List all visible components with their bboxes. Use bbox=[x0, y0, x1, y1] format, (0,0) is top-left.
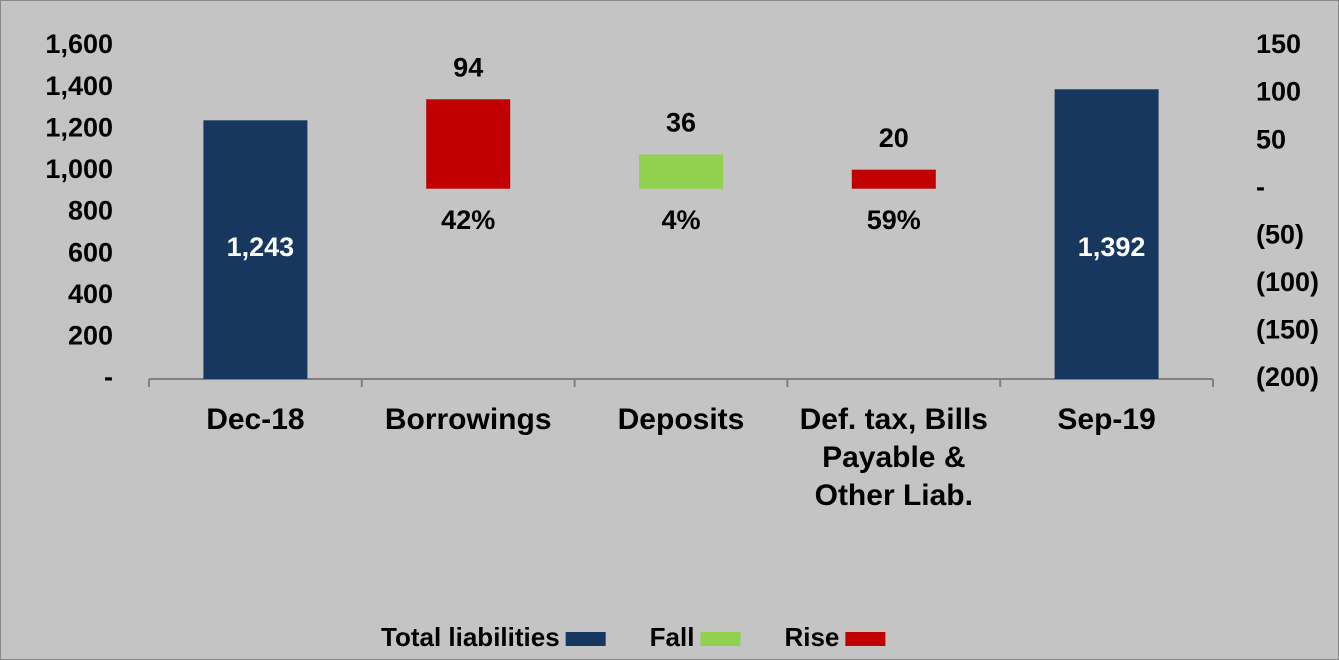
x-tick-label: Sep-19 bbox=[1057, 403, 1156, 436]
y2-tick-label: (50) bbox=[1256, 219, 1304, 249]
y-tick-label: 200 bbox=[68, 321, 113, 351]
y-tick-label: 1,400 bbox=[45, 71, 113, 101]
y-tick-label: - bbox=[104, 362, 113, 392]
value-label: 20 bbox=[879, 123, 909, 153]
y-tick-label: 1,000 bbox=[45, 154, 113, 184]
y2-tick-label: - bbox=[1256, 172, 1265, 202]
change-label: 42% bbox=[441, 205, 495, 235]
legend-swatch bbox=[565, 632, 606, 646]
y-tick-label: 600 bbox=[68, 237, 113, 267]
x-tick-label: Dec-18 bbox=[206, 403, 305, 436]
change-label: 59% bbox=[867, 205, 921, 235]
legend-label: Fall bbox=[650, 622, 695, 652]
y-tick-label: 800 bbox=[68, 196, 113, 226]
y2-tick-label: 150 bbox=[1256, 29, 1301, 59]
y-tick-label: 400 bbox=[68, 279, 113, 309]
value-label: 1,392 bbox=[1078, 232, 1146, 262]
x-tick-label: Deposits bbox=[617, 403, 745, 436]
value-label: 1,243 bbox=[227, 232, 295, 262]
value-label: 36 bbox=[666, 108, 696, 138]
y-tick-label: 1,200 bbox=[45, 112, 113, 142]
bar bbox=[851, 169, 936, 189]
y-tick-label: 1,600 bbox=[45, 29, 113, 59]
value-label: 94 bbox=[453, 52, 483, 82]
legend-label: Rise bbox=[784, 622, 839, 652]
y2-tick-label: (150) bbox=[1256, 315, 1319, 345]
y2-tick-label: 50 bbox=[1256, 124, 1286, 154]
change-label: 4% bbox=[661, 205, 700, 235]
legend-label: Total liabilities bbox=[381, 622, 560, 652]
legend-swatch bbox=[845, 632, 886, 646]
bar bbox=[1054, 89, 1159, 379]
x-tick-label: Def. tax, Bills Payable & Other Liab. bbox=[799, 403, 988, 512]
y2-tick-label: 100 bbox=[1256, 77, 1301, 107]
bar bbox=[203, 120, 308, 379]
bar bbox=[426, 99, 511, 189]
y2-tick-label: (200) bbox=[1256, 362, 1319, 392]
legend-swatch bbox=[700, 632, 741, 646]
x-tick-label: Borrowings bbox=[384, 403, 552, 436]
bar bbox=[639, 154, 723, 189]
y2-tick-label: (100) bbox=[1256, 267, 1319, 297]
